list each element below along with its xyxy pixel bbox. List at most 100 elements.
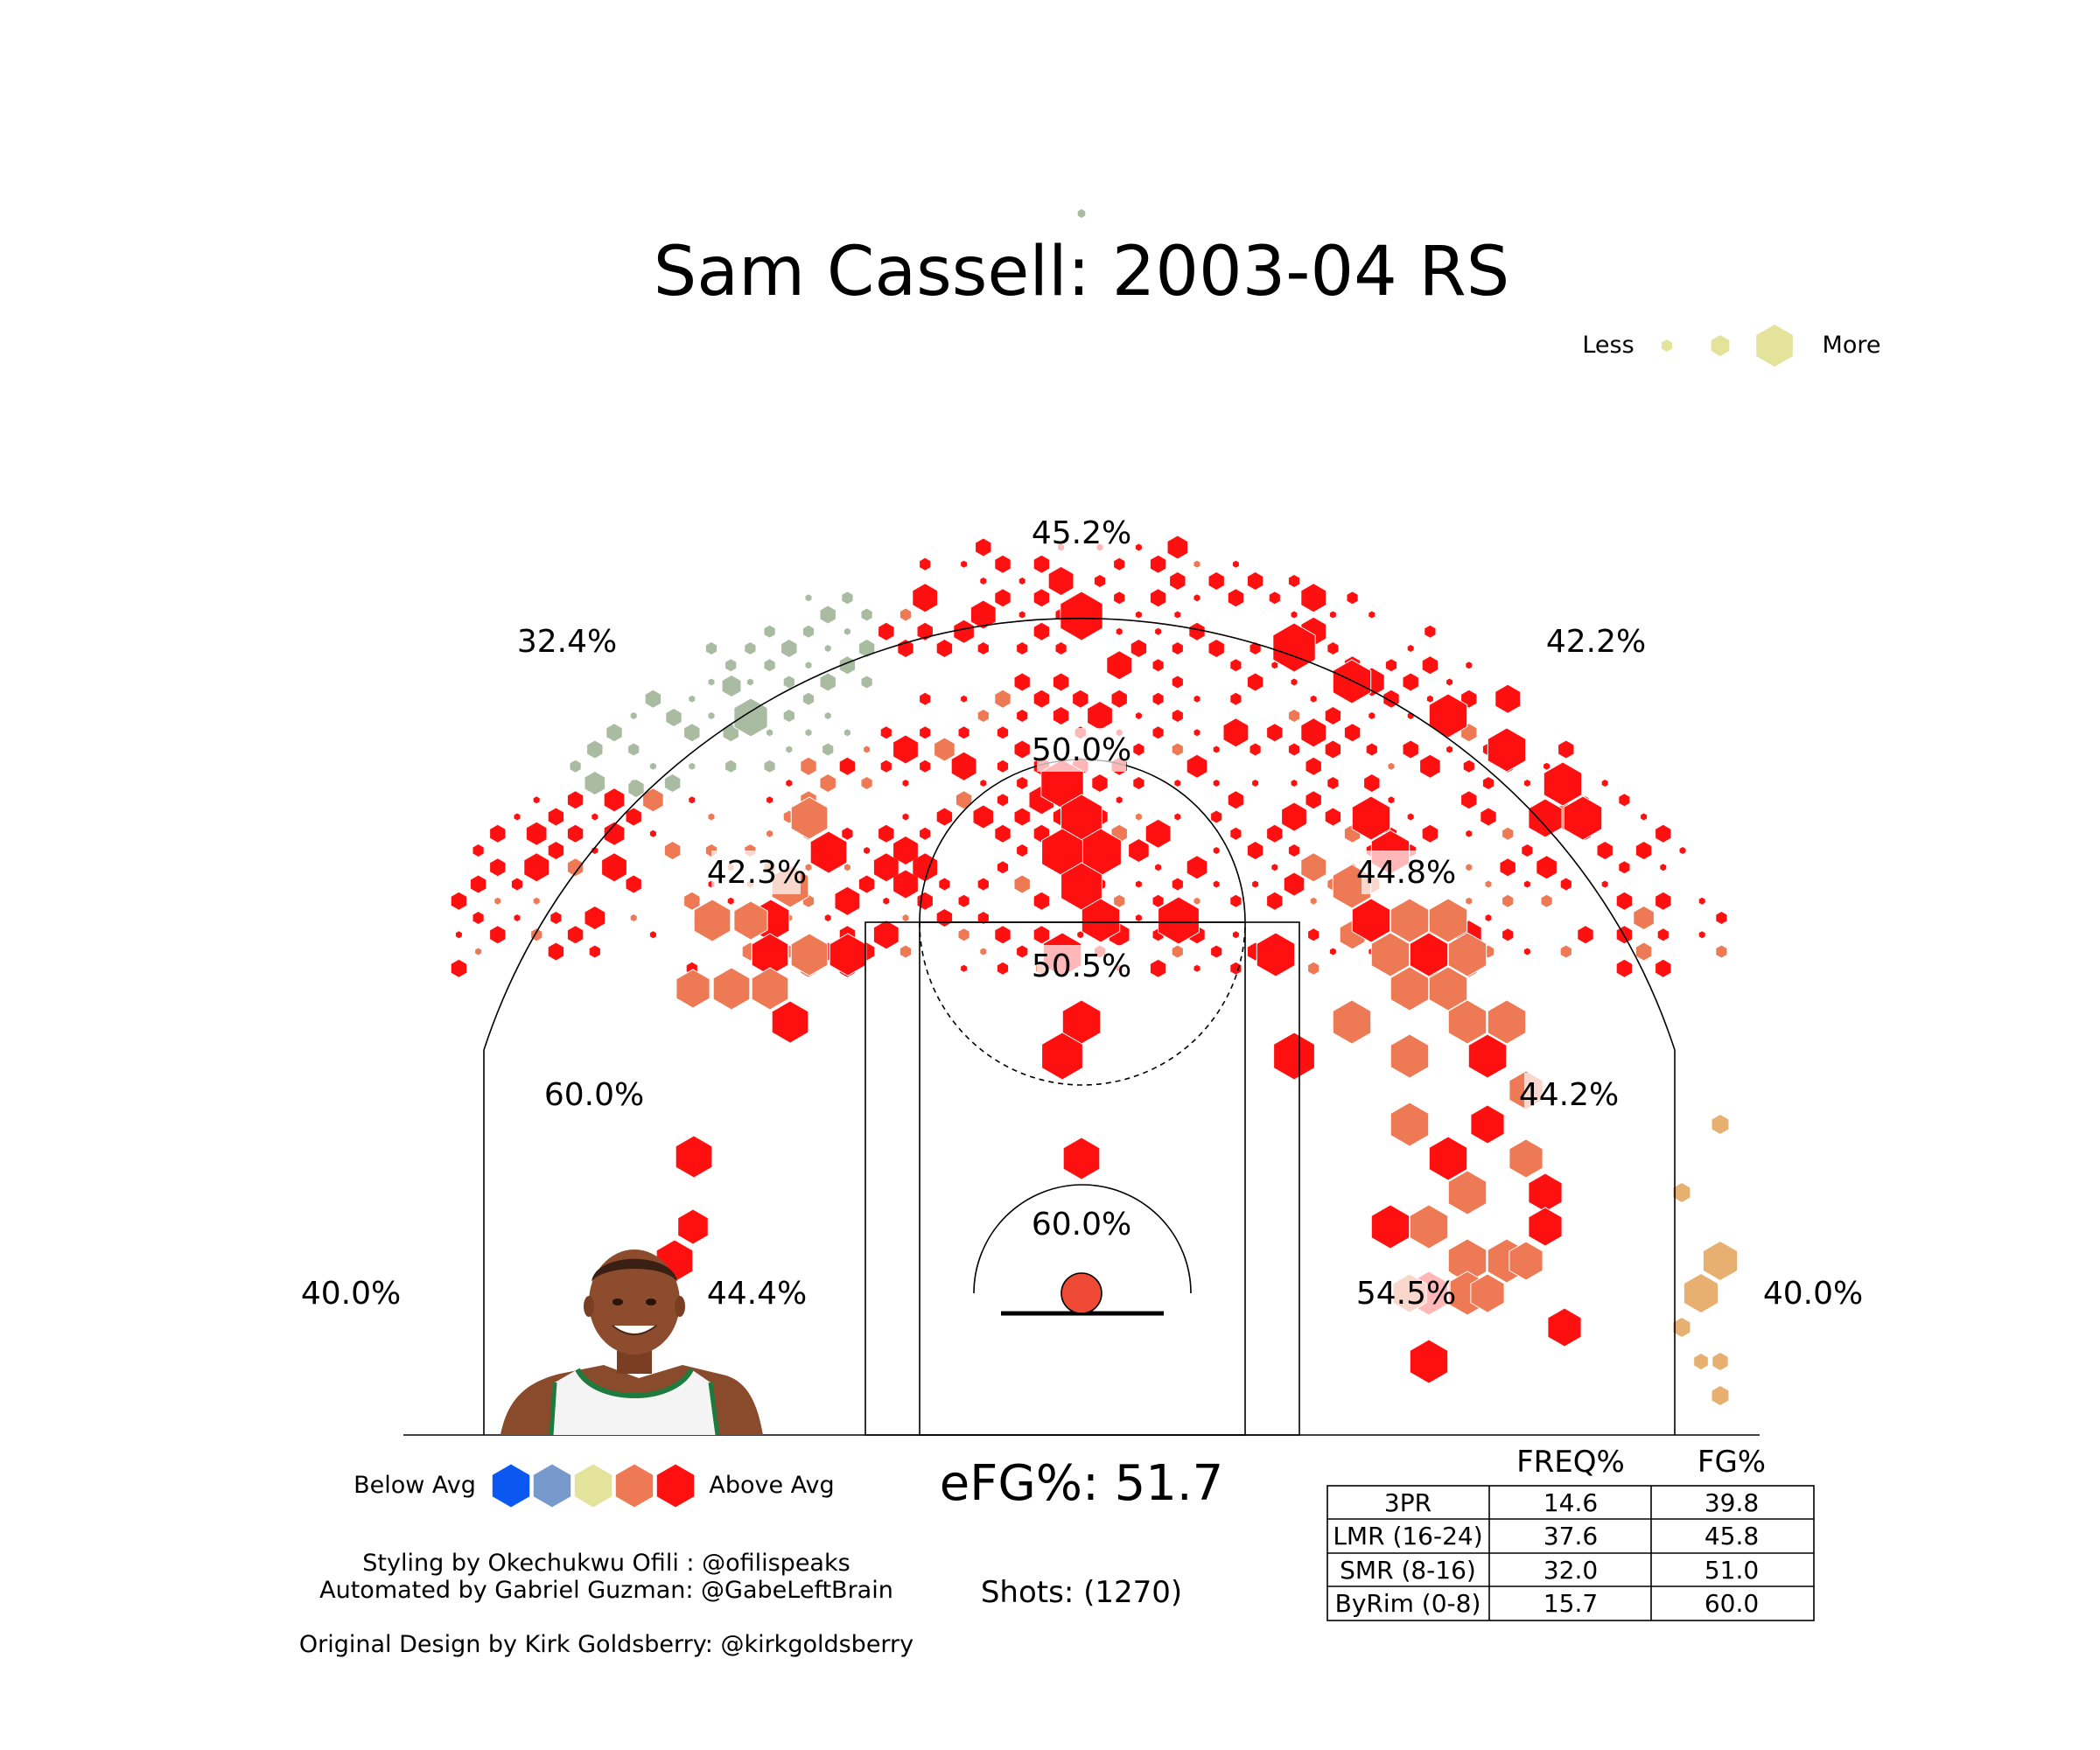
shot-hexbin <box>1712 1115 1729 1134</box>
shot-hexbin <box>1152 894 1164 907</box>
shot-hexbin <box>1344 724 1361 742</box>
shot-hexbin <box>1133 743 1144 756</box>
shot-hexbin <box>902 914 909 921</box>
shot-hexbin <box>1656 824 1671 843</box>
zone-label-bg <box>1362 850 1451 894</box>
shot-hexbin <box>604 822 625 845</box>
shot-hexbin <box>893 870 918 899</box>
shot-hexbin <box>1150 555 1166 573</box>
shot-hexbin <box>1635 942 1652 961</box>
shot-hexbin <box>1213 746 1220 753</box>
shot-hexbin <box>1558 740 1574 759</box>
shot-hexbin <box>1619 794 1630 807</box>
shot-hexbin <box>1077 931 1084 939</box>
shot-hexbin <box>1502 928 1514 942</box>
shot-hexbin <box>1018 611 1026 619</box>
shot-hexbin <box>602 853 626 882</box>
shot-hexbin <box>550 912 562 924</box>
shot-hexbin <box>472 912 484 924</box>
shot-hexbin <box>1250 642 1261 654</box>
shot-hexbin <box>745 642 756 654</box>
shot-hexbin <box>842 827 853 840</box>
table-row-zone: LMR (16-24) <box>1333 1522 1482 1550</box>
shot-hexbin <box>1152 692 1164 705</box>
shot-hexbin <box>1062 1137 1101 1180</box>
shot-hexbin <box>1018 578 1026 584</box>
shot-hexbin <box>1306 757 1321 775</box>
zone-label-top-3: 45.2% <box>1032 515 1131 551</box>
shot-hexbin <box>676 969 710 1009</box>
shot-hexbin <box>1716 945 1727 958</box>
shot-hexbin <box>802 625 815 638</box>
shot-hexbin <box>1466 662 1473 669</box>
shot-hexbin <box>1135 813 1142 821</box>
shot-hexbin <box>1301 584 1326 612</box>
shot-hexbin <box>995 926 1011 944</box>
shot-hexbin <box>725 760 737 773</box>
shot-hexbin <box>1560 945 1572 958</box>
shot-hexbin <box>1536 856 1557 879</box>
shot-hexbin <box>997 726 1009 739</box>
shot-hexbin <box>1223 718 1249 747</box>
three-point-arc <box>483 617 1676 1051</box>
shot-hexbin <box>1428 693 1468 738</box>
shot-hexbin <box>822 743 834 756</box>
shot-hexbin <box>873 920 899 949</box>
shot-hexbin <box>548 942 564 961</box>
shot-hexbin <box>1466 897 1473 905</box>
shot-hexbin <box>606 724 622 742</box>
shot-hexbin <box>1523 948 1530 956</box>
rim <box>1060 1272 1102 1314</box>
shot-hexbin <box>722 676 741 696</box>
shot-hexbin <box>1447 1170 1488 1215</box>
shot-hexbin <box>1327 777 1339 789</box>
table-row-fg: 60.0 <box>1704 1589 1759 1618</box>
shot-hexbin <box>1208 640 1224 657</box>
table-row-zone: SMR (8-16) <box>1340 1556 1476 1585</box>
zone-label-right-corner-3: 40.0% <box>1763 1276 1863 1312</box>
size-legend-hex-large <box>1756 325 1793 367</box>
shot-hexbin <box>1170 572 1186 590</box>
shot-hexbin <box>878 622 894 640</box>
shot-hexbin <box>764 659 775 672</box>
shot-hexbin <box>589 945 600 958</box>
shot-hexbin <box>689 762 696 770</box>
shot-hexbin <box>1428 1136 1468 1181</box>
shot-hexbin <box>824 914 831 921</box>
shot-hexbin <box>604 788 625 812</box>
shot-hexbin <box>1208 572 1224 590</box>
restricted-area-arc <box>973 1184 1192 1294</box>
shot-hexbin <box>861 608 872 621</box>
shot-hexbin <box>1211 945 1222 958</box>
efg-label: eFG%: 51.7 <box>940 1455 1224 1512</box>
table-row-fg: 45.8 <box>1704 1522 1759 1550</box>
shot-hexbin <box>1158 896 1200 945</box>
shot-hexbin <box>1271 864 1278 872</box>
shot-hexbin <box>470 875 486 893</box>
shot-hexbin <box>1213 847 1220 854</box>
shot-hexbin <box>1017 945 1028 958</box>
shot-hexbin <box>1407 813 1414 821</box>
shot-hexbin <box>835 886 860 915</box>
shot-hexbin <box>1409 1204 1449 1250</box>
shot-hexbins <box>451 209 1738 1405</box>
shot-hexbin <box>1135 914 1142 921</box>
shot-hexbin <box>805 729 812 737</box>
shot-hexbin <box>1403 673 1418 691</box>
shot-hexbin <box>1385 659 1397 672</box>
shot-hexbin <box>708 678 715 686</box>
shot-hexbin <box>783 710 794 722</box>
shot-hexbin <box>1060 591 1103 641</box>
shot-hexbin <box>802 692 815 705</box>
shot-hexbin <box>1390 898 1430 943</box>
shot-hexbin <box>1370 1204 1410 1250</box>
shot-hexbin <box>1409 1339 1449 1384</box>
shot-hexbin <box>1213 780 1220 787</box>
shot-hexbin <box>1288 844 1300 857</box>
shot-hexbin <box>1267 892 1283 910</box>
shot-hexbin <box>1370 932 1410 977</box>
shot-hexbin <box>1014 875 1030 893</box>
shot-hexbin <box>1135 543 1142 551</box>
shot-hexbin <box>820 774 836 792</box>
